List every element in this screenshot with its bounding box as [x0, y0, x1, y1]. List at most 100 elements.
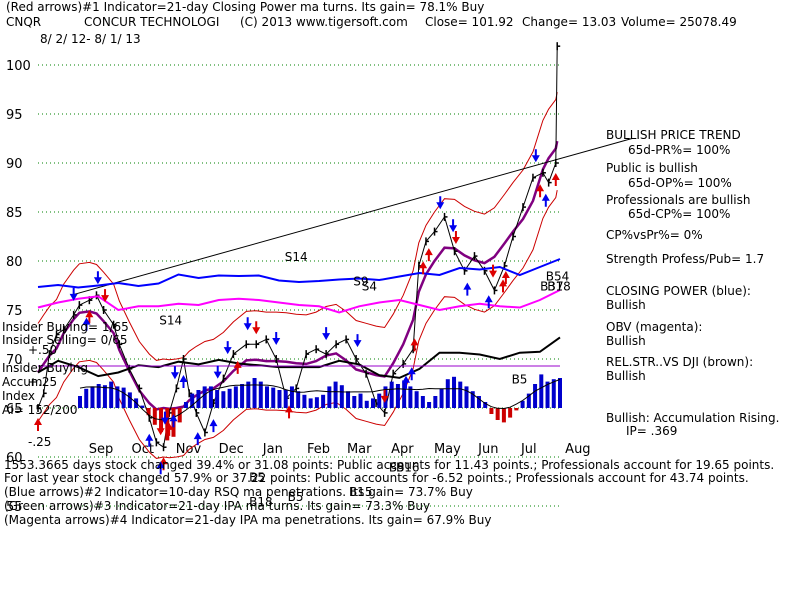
- down-arrow-icon: [436, 196, 445, 210]
- indicators-panel: [37, 289, 561, 379]
- signal-label: S14: [285, 250, 308, 264]
- op-value: 65d-OP%= 100%: [628, 176, 732, 190]
- up-arrow-icon: [34, 418, 42, 431]
- trendline: [70, 138, 633, 296]
- signal-label: B15: [349, 485, 373, 499]
- y-tick-label: 65: [6, 402, 23, 417]
- x-tick-label: Feb: [307, 442, 330, 457]
- down-arrow-icon: [170, 366, 179, 380]
- insider-buying-count: Insider Buying= 1/65: [2, 320, 129, 334]
- footer-line-3: (Blue arrows)#2 Indicator=10-day RSQ ma …: [4, 485, 473, 499]
- pr-value: 65d-PR%= 100%: [628, 143, 731, 157]
- up-arrow-icon: [402, 375, 411, 389]
- x-tick-label: Jul: [520, 442, 537, 457]
- obv-title: OBV (magenta):: [606, 320, 703, 334]
- up-arrow-icon: [551, 173, 560, 186]
- down-arrow-icon: [213, 365, 222, 379]
- header-indicator-line: (Red arrows)#1 Indicator=21-day Closing …: [6, 0, 485, 14]
- y-tick-label: 85: [6, 206, 23, 221]
- up-arrow-icon: [209, 419, 218, 433]
- x-tick-label: Apr: [391, 442, 414, 457]
- down-arrow-icon: [101, 289, 110, 303]
- down-arrow-icon: [223, 341, 232, 355]
- y-tick-label: 75: [6, 304, 23, 319]
- y-tick-label: 60: [6, 451, 23, 466]
- insider-selling-count: Insider Selling= 0/65: [2, 333, 128, 347]
- footer-line-1: 1553.3665 days stock changed 39.4% or 31…: [4, 458, 775, 472]
- resistance-trendline: [70, 138, 633, 296]
- copyright-label: (C) 2013 www.tigersoft.com: [240, 15, 408, 29]
- index-label: Index: [2, 389, 36, 403]
- x-tick-label: Mar: [347, 442, 372, 457]
- down-arrow-icon: [451, 231, 460, 244]
- y-tick-label: 70: [6, 353, 23, 368]
- y-tick-label: 80: [6, 255, 23, 270]
- close-label: Close= 101.92: [425, 15, 514, 29]
- ai-label: AI= 152/200: [2, 403, 78, 417]
- up-arrow-icon: [285, 405, 294, 419]
- x-tick-label: Jan: [262, 442, 283, 457]
- y-tick-label: 55: [6, 500, 23, 515]
- obv-value: Bullish: [606, 334, 646, 348]
- accumulation-index-panel: [38, 365, 562, 441]
- accum-label: Accum: [2, 375, 43, 389]
- up-arrow-icon: [463, 282, 472, 296]
- down-arrow-icon: [156, 422, 165, 436]
- company-label: CONCUR TECHNOLOGI: [84, 15, 220, 29]
- price-grid: [38, 64, 560, 507]
- strength-value: Strength Profess/Pub= 1.7: [606, 252, 765, 266]
- relstr-value: Bullish: [606, 369, 646, 383]
- up-arrow-icon: [82, 317, 91, 331]
- closing-power-line: [37, 258, 561, 289]
- signal-arrows: [34, 149, 560, 475]
- down-arrow-icon: [93, 271, 102, 285]
- down-arrow-icon: [160, 411, 169, 425]
- down-arrow-icon: [380, 389, 389, 403]
- x-tick-label: Dec: [219, 442, 244, 457]
- footer-line-4: (Green arrows)#3 Indicator=21-day IPA ma…: [4, 499, 431, 513]
- up-arrow-icon: [85, 310, 94, 324]
- signal-label: B37: [540, 279, 564, 293]
- down-arrow-icon: [252, 321, 261, 335]
- price-y-axis: 55 60 65 70 75 80 85 90 95 100: [6, 59, 31, 515]
- up-arrow-icon: [233, 360, 242, 374]
- down-arrow-icon: [531, 149, 540, 163]
- accumulation-summary: Bullish: Accumulation Rising.: [606, 411, 780, 425]
- signal-label: B5: [512, 373, 528, 387]
- down-arrow-icon: [449, 219, 458, 233]
- accum-ma-line: [79, 378, 561, 421]
- signal-label: B18: [547, 279, 571, 293]
- down-arrow-icon: [322, 327, 331, 341]
- cp-vs-pr-value: CP%vsPr%= 0%: [606, 228, 703, 242]
- public-title: Public is bullish: [606, 161, 698, 175]
- accum-tick-plus25: +.25: [28, 375, 58, 389]
- y-tick-label: 90: [6, 157, 23, 172]
- up-arrow-icon: [165, 422, 174, 436]
- accum-tick-minus25: -.25: [28, 435, 52, 449]
- up-arrow-icon: [484, 295, 493, 309]
- up-arrow-icon: [499, 279, 508, 293]
- x-tick-label: May: [434, 442, 461, 457]
- signal-label: B5: [249, 471, 265, 485]
- ma-line: [36, 140, 559, 411]
- volume-label: Volume= 25078.49: [621, 15, 737, 29]
- y-tick-label: 95: [6, 108, 23, 123]
- up-arrow-icon: [145, 433, 154, 447]
- up-arrow-icon: [169, 414, 178, 428]
- ticker-label: CNQR: [6, 15, 42, 29]
- down-arrow-icon: [353, 334, 362, 348]
- x-tick-label: Jun: [477, 442, 498, 457]
- signal-label: B5: [389, 461, 405, 475]
- up-arrow-icon: [193, 432, 202, 446]
- indicator-tick-plus50: +.50: [28, 343, 58, 357]
- up-arrow-icon: [179, 375, 188, 388]
- down-arrow-icon: [489, 264, 498, 278]
- signal-label: S4: [362, 279, 377, 293]
- signal-label: S14: [159, 314, 182, 328]
- prof-title: Professionals are bullish: [606, 193, 751, 207]
- x-tick-label: Aug: [565, 442, 590, 457]
- footer-line-2: For last year stock changed 57.9% or 37.…: [4, 471, 749, 485]
- up-arrow-icon: [407, 367, 416, 381]
- closing-power-title: CLOSING POWER (blue):: [606, 284, 751, 298]
